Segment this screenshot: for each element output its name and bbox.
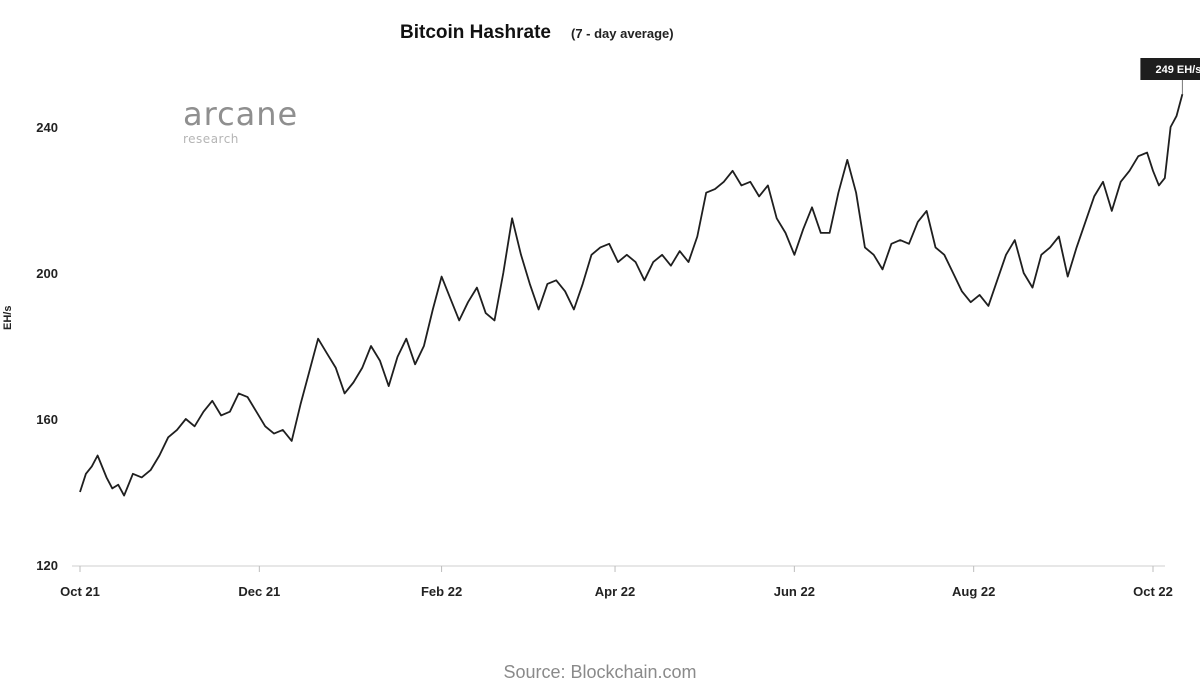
source-note: Source: Blockchain.com <box>503 662 697 682</box>
arcane-research-logo: arcane research <box>183 98 298 146</box>
logo-subtitle: research <box>183 132 239 146</box>
annotation-box <box>1140 58 1200 80</box>
x-tick-label: Oct 21 <box>60 584 100 599</box>
annotation-label: 249 EH/s <box>1155 64 1200 76</box>
hashrate-line-chart: 120 160 200 240 Oct 21 Dec 21 Feb 22 Apr 22 Jun … <box>36 58 1200 599</box>
hashrate-series-line <box>79 93 1184 497</box>
chart-title: Bitcoin Hashrate <box>400 22 551 43</box>
y-tick-label: 120 <box>36 558 58 573</box>
x-tick-label: Apr 22 <box>595 584 635 599</box>
x-tick-label: Feb 22 <box>421 584 462 599</box>
x-tick-label: Oct 22 <box>1133 584 1173 599</box>
chart-subtitle: (7 - day average) <box>570 26 674 41</box>
x-tick-label: Dec 21 <box>238 584 280 599</box>
x-tick-label: Aug 22 <box>952 584 995 599</box>
x-tick-label: Jun 22 <box>774 584 815 599</box>
y-tick-label: 240 <box>36 120 58 135</box>
y-tick-label: 200 <box>36 266 58 281</box>
y-tick-label: 160 <box>36 412 58 427</box>
chart-title-row: Bitcoin Hashrate (7 - day average) <box>400 22 674 44</box>
logo-wordmark: arcane <box>183 95 299 133</box>
